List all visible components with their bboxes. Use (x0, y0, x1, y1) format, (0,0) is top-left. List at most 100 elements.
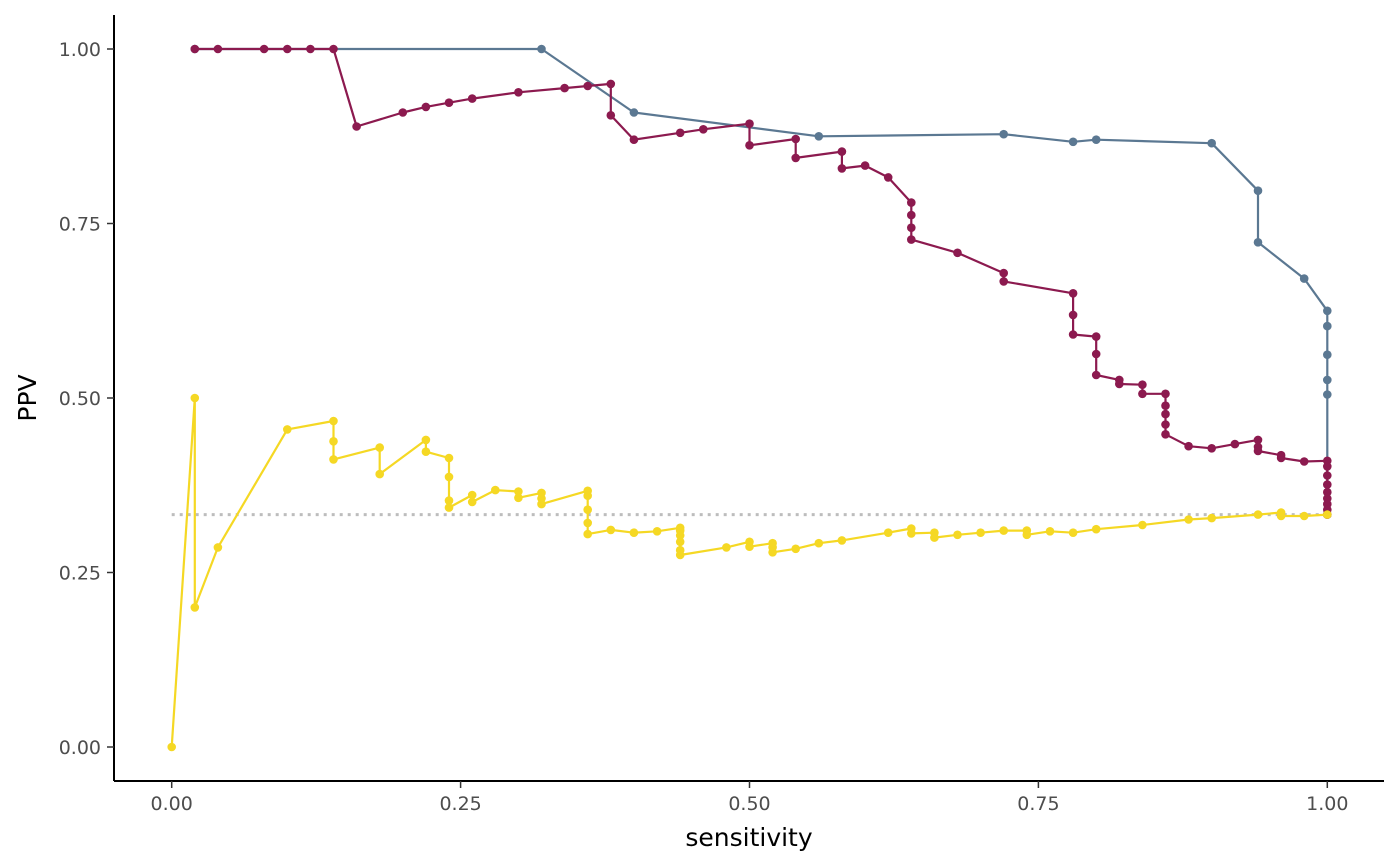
data-point (398, 108, 408, 117)
data-point (1299, 511, 1309, 521)
data-point (1068, 330, 1078, 339)
data-point (583, 491, 592, 501)
data-point (283, 44, 292, 54)
data-point (1323, 306, 1332, 316)
data-point (606, 525, 616, 535)
data-point (583, 518, 592, 528)
data-point (1161, 420, 1170, 429)
data-point (306, 44, 315, 54)
data-point (1091, 524, 1101, 534)
data-point (860, 161, 870, 170)
data-point (1276, 511, 1286, 521)
data-point (1138, 389, 1147, 399)
data-point (1068, 137, 1078, 147)
y-tick-label: 0.75 (59, 214, 101, 236)
data-point (491, 485, 500, 495)
data-point (1184, 515, 1193, 524)
data-point (1161, 430, 1170, 439)
data-point (190, 603, 200, 612)
data-point (514, 487, 523, 496)
data-point (583, 505, 592, 514)
data-point (953, 530, 962, 540)
data-point (953, 248, 962, 258)
data-point (1323, 471, 1332, 480)
data-point (1253, 435, 1263, 445)
y-tick-label: 0.25 (59, 563, 101, 585)
series-3 (167, 393, 1332, 752)
data-point (537, 499, 546, 509)
data-point (999, 526, 1008, 535)
x-tick-label: 0.25 (439, 793, 481, 815)
data-point (1068, 528, 1078, 537)
data-point (791, 134, 800, 144)
data-point (745, 141, 754, 150)
data-point (1207, 513, 1216, 523)
series-2 (190, 44, 1332, 519)
data-point (1138, 520, 1147, 530)
y-tick-label: 0.50 (59, 388, 101, 410)
data-point (1045, 527, 1055, 536)
data-point (907, 223, 916, 232)
data-point (1299, 457, 1309, 466)
data-point (699, 125, 708, 134)
data-point (1323, 510, 1332, 519)
x-tick-label: 0.00 (151, 793, 193, 815)
data-point (1207, 444, 1216, 453)
data-point (1323, 321, 1332, 331)
data-point (1091, 370, 1101, 380)
data-point (329, 44, 338, 54)
data-point (1323, 350, 1332, 360)
data-point (999, 277, 1008, 286)
data-point (675, 537, 685, 547)
data-point (768, 548, 777, 557)
data-point (1091, 135, 1101, 144)
data-point (1253, 238, 1263, 247)
data-point (930, 533, 939, 542)
data-point (329, 416, 338, 426)
data-point (907, 529, 916, 538)
series-layer (167, 44, 1332, 752)
y-ticks: 0.00 0.25 0.50 0.75 1.00 (59, 39, 114, 759)
data-point (1323, 375, 1332, 385)
data-point (1091, 332, 1101, 341)
data-point (467, 490, 477, 500)
data-point (1253, 186, 1263, 195)
x-ticks: 0.00 0.25 0.50 0.75 1.00 (151, 781, 1348, 815)
data-point (629, 135, 639, 144)
data-point (514, 88, 523, 97)
data-point (1299, 274, 1309, 283)
data-point (1323, 480, 1332, 489)
data-point (467, 497, 477, 507)
data-point (583, 81, 592, 91)
data-point (837, 164, 847, 173)
data-point (213, 543, 223, 552)
data-point (883, 173, 893, 182)
data-point (1068, 310, 1078, 320)
data-point (444, 472, 454, 482)
data-point (883, 528, 893, 537)
data-point (329, 455, 338, 464)
data-point (444, 453, 454, 463)
data-point (1253, 510, 1263, 519)
data-point (1138, 380, 1147, 390)
data-point (444, 98, 454, 107)
data-point (1207, 138, 1216, 148)
data-point (1161, 409, 1170, 419)
x-tick-label: 1.00 (1306, 793, 1348, 815)
data-point (421, 447, 431, 457)
data-point (1184, 441, 1193, 451)
data-point (652, 527, 662, 536)
data-point (421, 102, 431, 112)
y-axis-title: PPV (13, 374, 42, 421)
data-point (1323, 487, 1332, 497)
data-point (1276, 453, 1286, 463)
data-point (1068, 289, 1078, 298)
data-point (976, 528, 985, 537)
data-point (1115, 379, 1124, 389)
data-point (606, 111, 616, 120)
data-point (444, 496, 454, 505)
data-point (375, 443, 385, 452)
data-point (814, 132, 824, 141)
data-point (907, 235, 916, 244)
